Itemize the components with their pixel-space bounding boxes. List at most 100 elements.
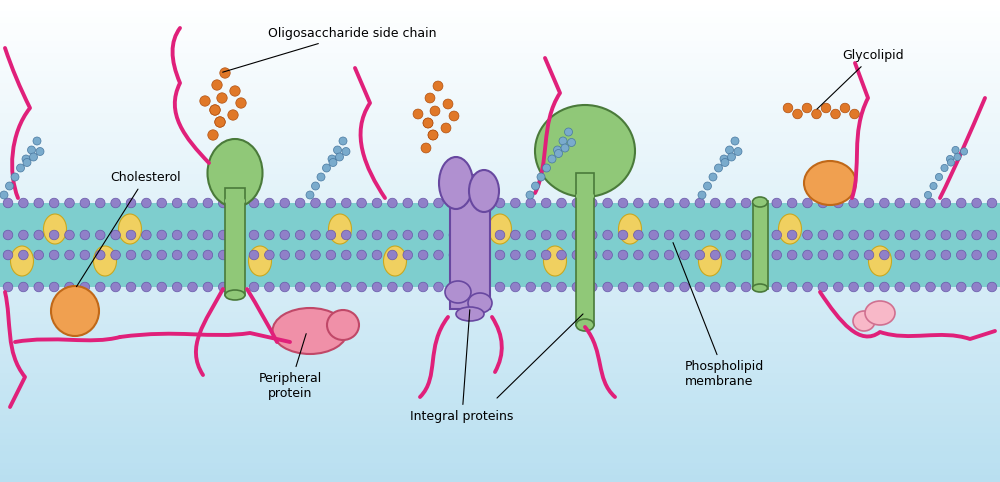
Circle shape [372,198,382,208]
Circle shape [372,282,382,292]
Circle shape [772,198,782,208]
Circle shape [603,250,612,260]
Circle shape [557,250,566,260]
Circle shape [336,153,344,161]
Circle shape [812,109,821,119]
Circle shape [249,198,259,208]
Circle shape [559,137,567,145]
Circle shape [80,198,90,208]
Circle shape [537,173,545,181]
Bar [0,103,1000,108]
Circle shape [634,250,643,260]
Circle shape [311,230,320,240]
Bar [0,36,1000,42]
Circle shape [895,198,905,208]
Ellipse shape [327,310,359,340]
Circle shape [864,198,874,208]
Ellipse shape [544,246,566,276]
Text: Oligosaccharide side chain: Oligosaccharide side chain [223,27,436,72]
Circle shape [734,147,742,156]
Ellipse shape [698,246,722,276]
Circle shape [731,137,739,145]
Circle shape [388,250,397,260]
Circle shape [680,250,689,260]
Circle shape [557,230,566,240]
Circle shape [895,230,905,240]
Circle shape [326,198,336,208]
Circle shape [17,164,25,172]
Circle shape [526,198,536,208]
Bar [0,229,1000,235]
Circle shape [864,250,874,260]
Circle shape [956,250,966,260]
Text: Cholesterol: Cholesterol [76,171,181,287]
Bar [225,188,245,295]
Circle shape [111,250,120,260]
Circle shape [265,198,274,208]
Circle shape [952,147,959,154]
Ellipse shape [249,246,272,276]
Circle shape [649,282,659,292]
Bar [0,325,1000,332]
Circle shape [554,146,562,154]
Ellipse shape [804,161,856,205]
Circle shape [65,282,74,292]
Circle shape [372,250,382,260]
Circle shape [208,130,218,140]
Circle shape [849,198,858,208]
Circle shape [572,250,582,260]
Circle shape [326,250,336,260]
Circle shape [34,282,44,292]
Circle shape [726,146,734,154]
Circle shape [317,173,325,181]
Circle shape [434,250,443,260]
Circle shape [757,282,766,292]
Circle shape [895,282,905,292]
Circle shape [234,282,243,292]
Circle shape [840,103,850,113]
Circle shape [803,250,812,260]
Circle shape [95,250,105,260]
Circle shape [741,282,751,292]
Bar [0,42,1000,48]
Circle shape [910,230,920,240]
Bar [0,67,1000,72]
Bar [0,428,1000,434]
Circle shape [850,109,859,119]
Ellipse shape [119,214,142,244]
Bar [0,193,1000,199]
Ellipse shape [456,307,484,321]
Circle shape [710,198,720,208]
Circle shape [849,282,858,292]
Circle shape [339,137,347,145]
Circle shape [987,230,997,240]
Circle shape [425,93,435,103]
Circle shape [526,282,536,292]
Circle shape [334,146,342,154]
Circle shape [265,282,274,292]
Circle shape [511,282,520,292]
Circle shape [557,198,566,208]
Bar [0,54,1000,60]
Circle shape [803,198,812,208]
Circle shape [895,250,905,260]
Circle shape [634,198,643,208]
Bar [0,253,1000,259]
Circle shape [157,282,167,292]
Circle shape [280,198,290,208]
Circle shape [418,282,428,292]
Bar [0,398,1000,404]
Circle shape [710,250,720,260]
Circle shape [326,282,336,292]
Bar [0,48,1000,54]
Circle shape [212,80,222,90]
Circle shape [464,250,474,260]
Circle shape [65,198,74,208]
Bar [0,157,1000,163]
Circle shape [203,282,213,292]
Text: Peripheral
protein: Peripheral protein [258,334,322,400]
Bar [0,464,1000,470]
Circle shape [803,282,812,292]
Circle shape [495,282,505,292]
Bar [0,235,1000,241]
